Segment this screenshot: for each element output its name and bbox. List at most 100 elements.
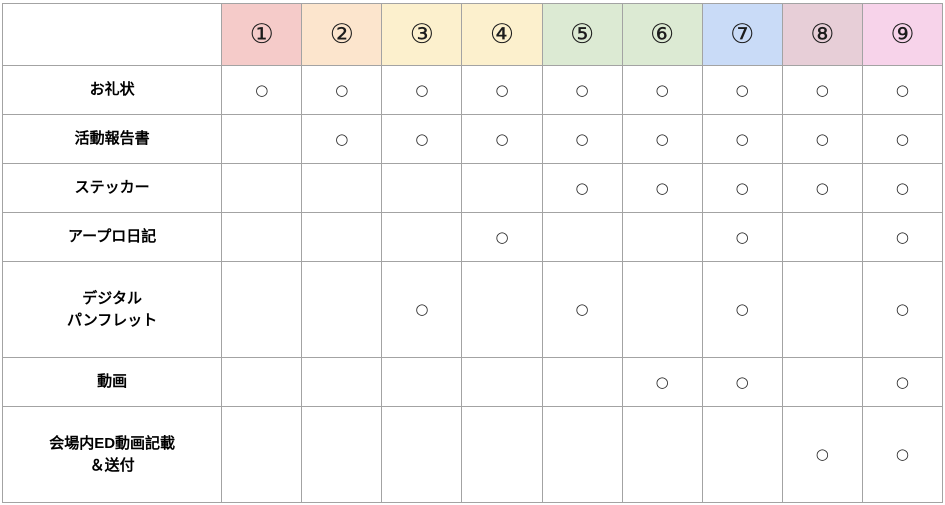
mark-cell-col-9: ○ bbox=[861, 114, 944, 165]
mark-cell-col-1 bbox=[221, 163, 303, 214]
mark-cell-col-1 bbox=[221, 261, 303, 359]
circled-number: ① bbox=[249, 19, 274, 50]
row-label: 動画 bbox=[1, 357, 223, 408]
mark-cell-col-3: ○ bbox=[381, 64, 463, 116]
circle-mark: ○ bbox=[735, 227, 749, 246]
row-label: お礼状 bbox=[1, 64, 223, 116]
mark-cell-col-4 bbox=[461, 163, 543, 214]
mark-cell-col-9: ○ bbox=[861, 406, 944, 503]
circle-mark: ○ bbox=[575, 300, 589, 319]
mark-cell-col-8 bbox=[781, 357, 863, 408]
circle-mark: ○ bbox=[575, 80, 589, 99]
mark-cell-col-2: ○ bbox=[301, 64, 383, 116]
circle-mark: ○ bbox=[255, 80, 269, 99]
mark-cell-col-4: ○ bbox=[461, 212, 543, 263]
circle-mark: ○ bbox=[655, 372, 669, 391]
table-header: ① ② ③ ④ ⑤ ⑥ ⑦ ⑧ ⑨ bbox=[1, 3, 944, 66]
row-label: アープロ日記 bbox=[1, 212, 223, 263]
mark-cell-col-6: ○ bbox=[621, 357, 703, 408]
mark-cell-col-8 bbox=[781, 261, 863, 359]
mark-cell-col-2 bbox=[301, 406, 383, 503]
mark-cell-col-3 bbox=[381, 163, 463, 214]
mark-cell-col-6: ○ bbox=[621, 64, 703, 116]
circle-mark: ○ bbox=[895, 300, 909, 319]
column-header-9: ⑨ bbox=[861, 3, 944, 66]
mark-cell-col-7 bbox=[701, 406, 783, 503]
mark-cell-col-4: ○ bbox=[461, 114, 543, 165]
mark-cell-col-1 bbox=[221, 406, 303, 503]
circle-mark: ○ bbox=[335, 129, 349, 148]
mark-cell-col-1 bbox=[221, 357, 303, 408]
mark-cell-col-5: ○ bbox=[541, 114, 623, 165]
circle-mark: ○ bbox=[415, 300, 429, 319]
mark-cell-col-5 bbox=[541, 212, 623, 263]
circle-mark: ○ bbox=[815, 80, 829, 99]
column-header-3: ③ bbox=[381, 3, 463, 66]
mark-cell-col-7: ○ bbox=[701, 357, 783, 408]
mark-cell-col-2 bbox=[301, 163, 383, 214]
mark-cell-col-6 bbox=[621, 406, 703, 503]
circle-mark: ○ bbox=[495, 80, 509, 99]
mark-cell-col-4: ○ bbox=[461, 64, 543, 116]
row-label: 会場内ED動画記載 ＆送付 bbox=[1, 406, 223, 503]
circle-mark: ○ bbox=[735, 129, 749, 148]
mark-cell-col-2 bbox=[301, 357, 383, 408]
mark-cell-col-3 bbox=[381, 212, 463, 263]
circled-number: ④ bbox=[489, 19, 515, 50]
table-row: アープロ日記 ○ ○ ○ bbox=[1, 212, 944, 263]
mark-cell-col-7: ○ bbox=[701, 163, 783, 214]
column-header-2: ② bbox=[301, 3, 383, 66]
mark-cell-col-7: ○ bbox=[701, 64, 783, 116]
table-row: 動画 ○ ○ ○ bbox=[1, 357, 944, 408]
table-row: 会場内ED動画記載 ＆送付 ○ ○ bbox=[1, 406, 944, 503]
column-header-6: ⑥ bbox=[621, 3, 703, 66]
mark-cell-col-3: ○ bbox=[381, 114, 463, 165]
circle-mark: ○ bbox=[415, 80, 429, 99]
corner-cell bbox=[1, 3, 223, 66]
column-header-8: ⑧ bbox=[781, 3, 863, 66]
mark-cell-col-7: ○ bbox=[701, 261, 783, 359]
circle-mark: ○ bbox=[895, 227, 909, 246]
mark-cell-col-9: ○ bbox=[861, 163, 944, 214]
mark-cell-col-8: ○ bbox=[781, 406, 863, 503]
circle-mark: ○ bbox=[895, 445, 909, 464]
mark-cell-col-5: ○ bbox=[541, 163, 623, 214]
mark-cell-col-1: ○ bbox=[221, 64, 303, 116]
mark-cell-col-1 bbox=[221, 212, 303, 263]
table-row: お礼状 ○ ○ ○ ○ ○ ○ ○ ○ ○ bbox=[1, 64, 944, 116]
circled-number: ⑤ bbox=[569, 19, 595, 50]
mark-cell-col-8 bbox=[781, 212, 863, 263]
mark-cell-col-9: ○ bbox=[861, 64, 944, 116]
mark-cell-col-8: ○ bbox=[781, 114, 863, 165]
mark-cell-col-1 bbox=[221, 114, 303, 165]
column-header-1: ① bbox=[221, 3, 303, 66]
circle-mark: ○ bbox=[895, 129, 909, 148]
circle-mark: ○ bbox=[655, 129, 669, 148]
mark-cell-col-4 bbox=[461, 406, 543, 503]
circle-mark: ○ bbox=[735, 178, 749, 197]
mark-cell-col-4 bbox=[461, 261, 543, 359]
circle-mark: ○ bbox=[735, 300, 749, 319]
mark-cell-col-6 bbox=[621, 212, 703, 263]
column-header-5: ⑤ bbox=[541, 3, 623, 66]
mark-cell-col-7: ○ bbox=[701, 212, 783, 263]
circled-number: ③ bbox=[409, 19, 435, 50]
mark-cell-col-6: ○ bbox=[621, 163, 703, 214]
column-header-7: ⑦ bbox=[701, 3, 783, 66]
circled-number: ② bbox=[329, 19, 354, 50]
circle-mark: ○ bbox=[415, 129, 429, 148]
circle-mark: ○ bbox=[495, 227, 509, 246]
circle-mark: ○ bbox=[655, 178, 669, 197]
mark-cell-col-2 bbox=[301, 212, 383, 263]
column-header-4: ④ bbox=[461, 3, 543, 66]
circle-mark: ○ bbox=[655, 80, 669, 99]
mark-cell-col-2 bbox=[301, 261, 383, 359]
mark-cell-col-8: ○ bbox=[781, 163, 863, 214]
circle-mark: ○ bbox=[495, 129, 509, 148]
mark-cell-col-3 bbox=[381, 357, 463, 408]
mark-cell-col-4 bbox=[461, 357, 543, 408]
mark-cell-col-2: ○ bbox=[301, 114, 383, 165]
